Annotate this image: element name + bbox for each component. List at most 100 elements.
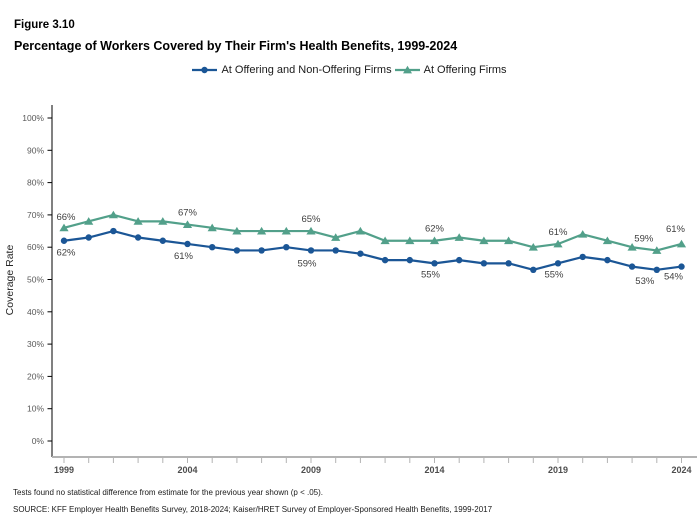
- data-point: [406, 256, 413, 264]
- x-tick-label: 2004: [177, 465, 197, 475]
- data-point: [554, 260, 562, 267]
- data-point: [628, 263, 636, 270]
- legend-item-offering-and-non-offering: At Offering and Non-Offering Firms: [191, 64, 392, 76]
- data-label: 53%: [635, 276, 655, 287]
- data-label: 54%: [664, 272, 684, 283]
- y-tick-label: 30%: [27, 339, 44, 349]
- line-chart: 0% 10% 20% 30% 40% 50% 60% 70% 80% 90% 100% 1999 200…: [4, 105, 697, 475]
- legend-label-offering: At Offering Firms: [423, 64, 507, 76]
- footnote-tests: Tests found no statistical difference fr…: [13, 488, 324, 497]
- data-point: [84, 217, 94, 225]
- data-label: 55%: [421, 269, 441, 280]
- data-point: [505, 260, 512, 267]
- x-tick-label: 2009: [301, 465, 321, 475]
- data-point: [59, 223, 69, 232]
- data-point: [355, 226, 365, 235]
- data-point: [332, 247, 339, 254]
- data-label: 59%: [634, 233, 654, 244]
- y-tick-label: 80%: [27, 178, 44, 188]
- data-point: [158, 217, 168, 225]
- y-tick-label: 100%: [22, 113, 44, 123]
- y-tick-label: 90%: [27, 145, 44, 155]
- data-point: [653, 266, 660, 274]
- data-label: 61%: [548, 227, 568, 238]
- data-label: 59%: [297, 258, 317, 269]
- data-label: 62%: [56, 248, 76, 259]
- data-point: [480, 260, 488, 267]
- figure-number: Figure 3.10: [14, 19, 75, 31]
- data-point: [283, 244, 290, 251]
- data-label: 55%: [544, 269, 564, 280]
- data-point: [60, 237, 68, 244]
- data-point: [108, 210, 118, 219]
- y-tick-label: 10%: [27, 404, 44, 414]
- x-tick-label: 2024: [671, 465, 691, 475]
- data-point: [479, 236, 489, 245]
- data-point: [652, 246, 662, 254]
- data-point: [207, 223, 217, 232]
- data-point: [182, 220, 193, 228]
- footnote-source: SOURCE: KFF Employer Health Benefits Sur…: [13, 505, 493, 514]
- x-tick-label: 2019: [548, 465, 568, 475]
- figure-title: Percentage of Workers Covered by Their F…: [14, 39, 458, 53]
- data-point: [133, 217, 143, 225]
- legend-label-offering-and-non-offering: At Offering and Non-Offering Firms: [221, 64, 392, 76]
- x-tick-label: 2014: [424, 465, 444, 475]
- data-point: [456, 256, 463, 264]
- data-point: [602, 236, 612, 245]
- legend-item-offering: At Offering Firms: [394, 64, 507, 76]
- y-axis-title: Coverage Rate: [4, 245, 16, 316]
- data-point: [504, 236, 514, 245]
- legend-line-triangle-icon: [394, 65, 420, 74]
- y-tick-label: 60%: [27, 242, 44, 252]
- y-tick-label: 20%: [27, 371, 44, 381]
- chart-legend: At Offering and Non-Offering Firms At Of…: [0, 64, 698, 76]
- data-point: [678, 263, 685, 270]
- data-point: [159, 237, 166, 244]
- data-point: [381, 256, 389, 264]
- data-label: 61%: [174, 251, 194, 262]
- data-point: [454, 233, 464, 241]
- data-point: [134, 234, 142, 241]
- data-point: [257, 226, 267, 235]
- data-point: [307, 247, 315, 254]
- data-point: [209, 244, 216, 251]
- data-point: [232, 226, 242, 235]
- data-point: [85, 234, 92, 241]
- data-point: [258, 247, 265, 254]
- data-point: [627, 243, 637, 251]
- legend-key-triangle: [402, 65, 412, 74]
- data-point: [604, 256, 611, 264]
- data-point: [553, 239, 563, 248]
- series-line-1: [63, 213, 682, 252]
- data-point: [530, 266, 537, 274]
- data-label: 61%: [666, 224, 686, 235]
- data-point: [676, 239, 687, 248]
- data-label: 66%: [56, 212, 76, 223]
- y-tick-label: 40%: [27, 307, 44, 317]
- data-point: [579, 253, 586, 261]
- data-point: [380, 236, 390, 245]
- y-tick-label: 50%: [27, 275, 44, 285]
- data-point: [184, 240, 191, 248]
- data-point: [357, 250, 364, 257]
- data-label: 65%: [301, 214, 321, 225]
- data-point: [233, 247, 241, 254]
- data-label: 67%: [178, 208, 198, 219]
- data-point: [281, 226, 291, 235]
- series-line-0: [63, 229, 682, 271]
- data-point: [429, 236, 440, 245]
- legend-line-circle-icon: [192, 66, 218, 74]
- x-tick-label: 1999: [54, 465, 74, 475]
- y-tick-label: 70%: [27, 210, 44, 220]
- data-point: [431, 260, 438, 267]
- data-point: [306, 226, 316, 235]
- data-point: [405, 236, 415, 245]
- data-point: [528, 243, 538, 251]
- data-point: [110, 227, 117, 235]
- data-point: [331, 233, 341, 241]
- data-label: 62%: [425, 224, 445, 235]
- data-point: [578, 230, 588, 238]
- y-tick-label: 0%: [32, 436, 45, 446]
